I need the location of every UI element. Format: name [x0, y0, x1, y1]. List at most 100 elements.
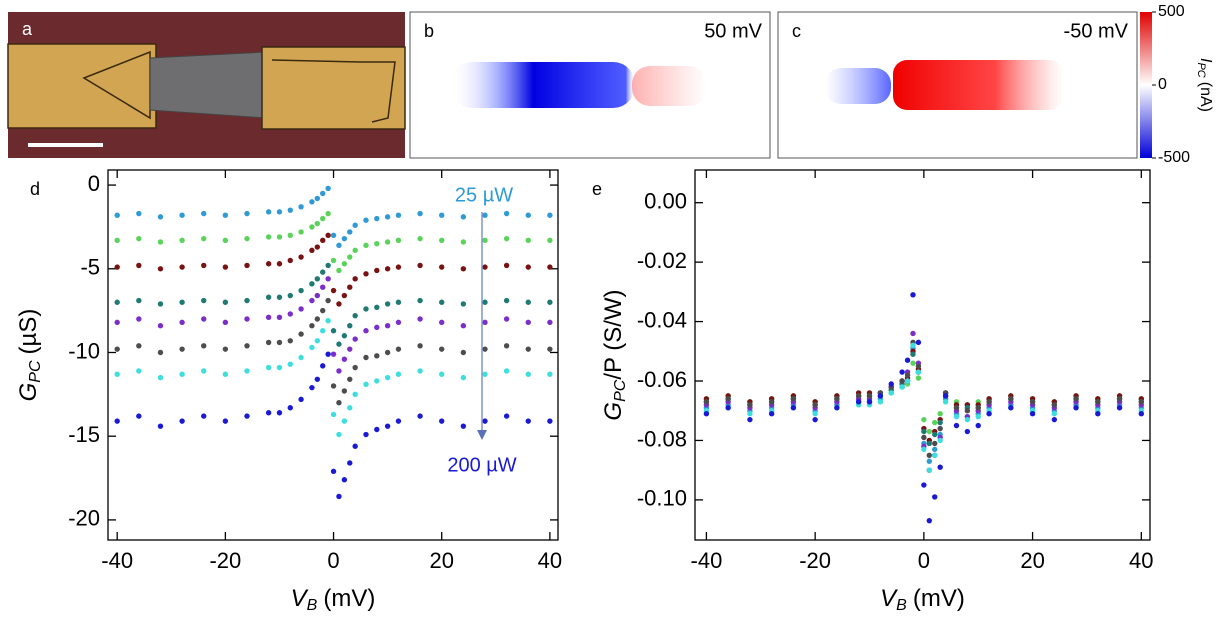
data-point — [395, 346, 402, 352]
y-tick-label: -0.02 — [637, 248, 687, 273]
data-point — [482, 264, 488, 270]
data-point — [855, 399, 862, 405]
data-point — [157, 266, 164, 272]
data-point — [347, 346, 353, 352]
y-tick-label: 0 — [88, 171, 100, 196]
data-point — [547, 371, 553, 377]
data-point — [921, 446, 927, 453]
data-point — [503, 297, 510, 304]
data-point — [547, 346, 553, 352]
data-point — [287, 207, 293, 213]
data-point — [287, 338, 293, 344]
data-point — [417, 210, 423, 217]
data-point — [287, 257, 293, 264]
data-point — [384, 423, 391, 429]
panel-b-image — [409, 11, 771, 159]
axis-label: GPC/P (S/W) — [600, 289, 629, 420]
data-point — [1095, 410, 1101, 417]
data-point — [314, 195, 321, 202]
label-part: V — [880, 585, 898, 612]
data-point — [460, 239, 467, 245]
data-point — [363, 306, 369, 312]
data-point — [341, 388, 348, 394]
data-point — [222, 346, 229, 352]
data-point — [866, 399, 873, 405]
data-point — [314, 292, 321, 299]
data-point — [244, 343, 250, 349]
data-point — [265, 364, 272, 371]
data-point — [347, 284, 353, 290]
data-point — [417, 262, 423, 269]
data-point — [910, 292, 916, 298]
data-point — [265, 339, 272, 346]
data-point — [336, 341, 342, 347]
data-point — [265, 314, 272, 321]
data-point — [747, 402, 753, 408]
data-point — [790, 396, 797, 402]
colorbar — [1140, 12, 1152, 158]
data-point — [937, 410, 943, 417]
data-point — [276, 294, 283, 300]
data-point — [975, 405, 981, 411]
data-point — [222, 371, 229, 377]
x-tick-label: -40 — [691, 548, 723, 573]
data-point — [287, 232, 293, 238]
label-part: B — [896, 597, 907, 614]
data-point — [222, 319, 229, 326]
data-point — [975, 413, 981, 420]
data-point — [276, 364, 283, 371]
data-point — [1029, 410, 1036, 417]
data-point — [222, 299, 229, 305]
data-point — [1051, 416, 1058, 423]
data-point — [244, 316, 250, 322]
data-point — [547, 264, 553, 270]
data-point — [179, 212, 185, 218]
data-point — [395, 418, 402, 424]
data-point — [374, 426, 380, 433]
data-point — [482, 418, 488, 424]
data-point — [336, 301, 342, 307]
data-point — [964, 428, 971, 435]
label-part: I — [1197, 58, 1214, 63]
data-point — [525, 319, 531, 326]
data-point — [341, 235, 348, 242]
data-point — [395, 319, 402, 326]
data-point — [417, 297, 423, 304]
data-point — [363, 431, 369, 438]
label-part: PC — [1195, 62, 1207, 77]
data-point — [201, 343, 207, 349]
data-point — [320, 363, 326, 369]
data-point — [136, 210, 142, 217]
data-point — [812, 402, 818, 408]
data-point — [330, 232, 337, 238]
data-point — [899, 378, 905, 384]
colorbar-label: IPC (nA) — [1195, 58, 1214, 112]
data-point — [374, 324, 380, 331]
data-point — [1073, 396, 1079, 402]
data-point — [482, 319, 488, 326]
data-point — [439, 319, 445, 326]
data-point — [136, 343, 142, 349]
data-point — [265, 410, 272, 416]
data-point — [932, 440, 938, 447]
data-point — [910, 342, 916, 349]
data-point — [287, 292, 293, 299]
data-point — [439, 264, 445, 270]
data-point — [309, 247, 315, 254]
data-point — [352, 364, 358, 371]
data-point — [114, 319, 120, 326]
data-point — [888, 381, 894, 387]
data-point — [276, 234, 283, 240]
panel-label: b — [424, 21, 434, 41]
data-point — [460, 349, 467, 356]
data-point — [503, 235, 510, 242]
data-point — [298, 396, 304, 403]
data-point — [276, 314, 283, 321]
data-point — [114, 371, 120, 377]
x-tick-label: -20 — [799, 548, 831, 573]
data-point — [503, 343, 510, 349]
data-point — [460, 301, 467, 307]
data-point — [298, 229, 304, 235]
data-point — [352, 276, 358, 282]
data-point — [547, 319, 553, 326]
